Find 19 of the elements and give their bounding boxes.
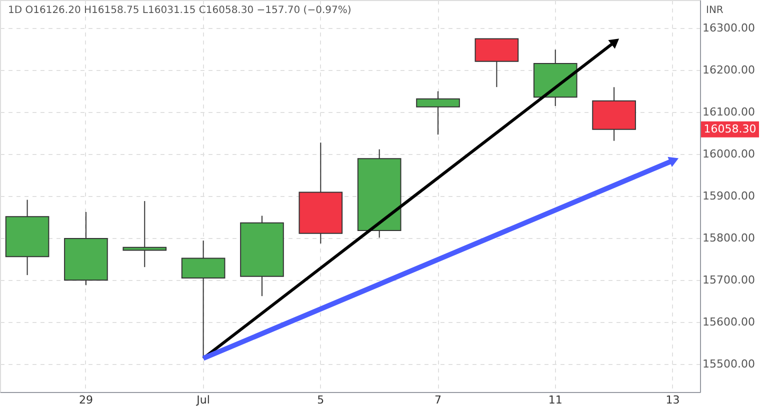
candlestick <box>122 200 167 268</box>
x-tick-label: 5 <box>317 394 324 406</box>
chart-title: 1D O16126.20 H16158.75 L16031.15 C16058.30 −157.70 (−0.97%) <box>8 5 352 16</box>
y-tick-label: 15600.00 <box>702 316 755 329</box>
y-tick-label: 15700.00 <box>702 274 755 287</box>
y-tick-label: 15900.00 <box>702 190 755 202</box>
x-tick-label: 11 <box>548 394 562 406</box>
x-tick-label: 7 <box>434 394 442 406</box>
y-tick-label: 16200.00 <box>702 63 755 76</box>
x-tick-label: 29 <box>78 394 93 406</box>
y-tick-label: 16100.00 <box>702 105 755 118</box>
y-tick-label: 16000.00 <box>702 147 755 160</box>
y-axis-title: INR <box>706 5 724 16</box>
y-tick-label: 16300.00 <box>702 21 755 34</box>
text: 16058.30 <box>704 122 756 136</box>
y-tick-label: 15800.00 <box>702 232 755 245</box>
x-tick-label: 13 <box>666 394 680 406</box>
y-tick-label: 15500.00 <box>702 358 755 371</box>
x-tick-label: Jul <box>196 394 210 406</box>
